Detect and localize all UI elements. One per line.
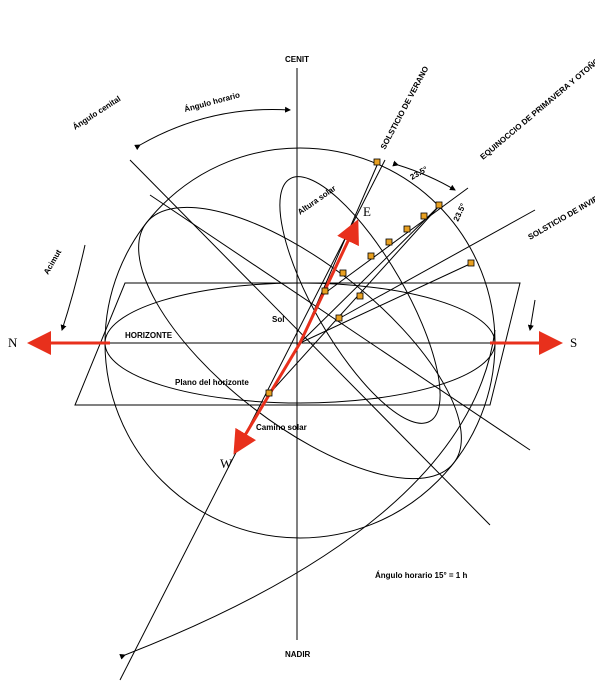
west-label: W	[220, 456, 233, 471]
east-label: E	[363, 204, 371, 219]
hour-angle-top-label: Ángulo horario	[183, 90, 241, 114]
winter-solstice-label: SOLSTICIO DE INVIERNO	[527, 185, 595, 241]
horizon-plane-label: Plano del horizonte	[175, 378, 249, 387]
north-label: N	[8, 335, 18, 350]
hour-angle-note: Ángulo horario 15° = 1 h	[375, 571, 467, 580]
south-label: S	[570, 335, 577, 350]
azimuth-label: Acimut	[42, 248, 64, 276]
zenith-label: CENIT	[285, 55, 309, 64]
equinox-label: EQUINOCCIO DE PRIMAVERA Y OTOÑO	[479, 56, 595, 161]
geometry	[27, 68, 563, 681]
sun-path-label: Camino solar	[256, 423, 307, 432]
nadir-label: NADIR	[285, 650, 311, 659]
horizon-label: HORIZONTE	[125, 331, 173, 340]
declination-label: 23.5°	[452, 202, 468, 223]
zenith-angle-label: Ángulo cenital	[71, 94, 122, 132]
declination-label: 23.5°	[409, 165, 430, 182]
altitude-label: Altura solar	[296, 184, 338, 217]
labels: CENIT NADIR N S E W HORIZONTE Plano del …	[8, 55, 595, 659]
summer-solstice-label: SOLSTICIO DE VERANO	[379, 65, 431, 151]
sun-label: Sol	[272, 315, 284, 324]
